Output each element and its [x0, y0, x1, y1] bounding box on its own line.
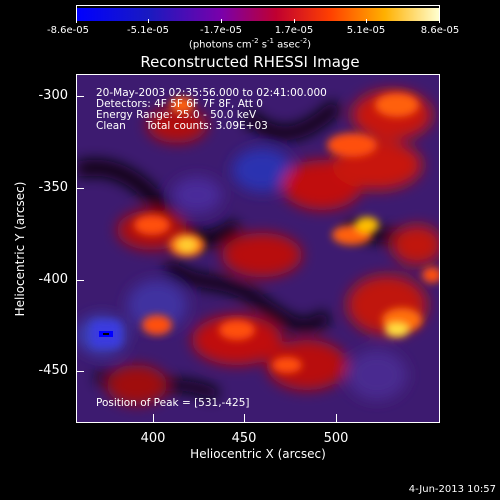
x-tickmark: [244, 414, 245, 422]
detectors-text: Detectors: 4F 5F 6F 7F 8F, Att 0: [96, 98, 263, 110]
x-tickmark: [153, 414, 154, 422]
colorbar-tickmark: [439, 19, 440, 23]
y-tickmark: [76, 280, 84, 281]
rhessi-image: [77, 75, 439, 422]
y-tick-label: -400: [38, 272, 68, 287]
y-tick-label: -350: [38, 180, 68, 195]
image-title: Reconstructed RHESSI Image: [140, 53, 360, 71]
colorbar-tick-label: -1.7e-05: [200, 25, 242, 36]
x-tick-label: 400: [140, 431, 166, 446]
y-tickmark: [76, 371, 84, 372]
colorbar-gradient: [77, 8, 439, 21]
colorbar-tick-label: 5.1e-05: [346, 25, 386, 36]
colorbar-tick-label: 8.6e-05: [420, 25, 460, 36]
y-tickmark: [76, 96, 84, 97]
plot-datestamp: 4-Jun-2013 10:57: [408, 484, 496, 495]
y-tickmark: [76, 188, 84, 189]
colorbar-units: (photons cm-2 s-1 asec-2): [188, 37, 312, 51]
y-tick-label: -450: [38, 363, 68, 378]
x-axis-label: Heliocentric X (arcsec): [190, 447, 326, 461]
x-tick-label: 500: [323, 431, 349, 446]
energy-range-text: Energy Range: 25.0 - 50.0 keV: [96, 109, 257, 121]
colorbar-tick-label: -5.1e-05: [127, 25, 169, 36]
colorbar-tick-label: 1.7e-05: [274, 25, 314, 36]
y-tick-label: -300: [38, 88, 68, 103]
peak-position-text: Position of Peak = [531,-425]: [96, 397, 250, 409]
colorbar-tick-label: -8.6e-05: [47, 25, 89, 36]
colorbar-tickmark: [148, 19, 149, 23]
clean-counts-text: Clean Total counts: 3.09E+03: [96, 120, 268, 132]
colorbar-tickmark: [221, 19, 222, 23]
x-tick-label: 450: [231, 431, 257, 446]
y-axis-label: Heliocentric Y (arcsec): [13, 181, 27, 317]
colorbar-tickmark: [294, 19, 295, 23]
colorbar-tickmark: [76, 19, 77, 23]
rhessi-image-plot: [76, 74, 440, 423]
time-range-text: 20-May-2003 02:35:56.000 to 02:41:00.000: [96, 87, 327, 99]
colorbar: [76, 5, 440, 21]
colorbar-tickmark: [366, 19, 367, 23]
x-tickmark: [336, 414, 337, 422]
